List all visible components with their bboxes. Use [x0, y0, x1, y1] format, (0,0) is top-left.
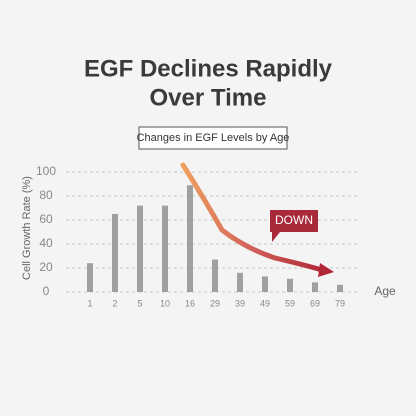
subtitle-box — [138, 126, 288, 150]
x-tick-label: 16 — [185, 298, 195, 308]
annotation: DOWN — [275, 213, 313, 227]
bar — [137, 205, 143, 292]
bar — [162, 205, 168, 292]
bar — [187, 185, 193, 292]
bar — [112, 214, 118, 292]
x-tick-label: 69 — [310, 298, 320, 308]
bar — [262, 276, 268, 292]
trend-arrowhead — [318, 263, 334, 277]
y-tick-label: 0 — [43, 284, 50, 298]
chart-title-line2: Over Time — [150, 84, 267, 111]
annotation-box — [270, 210, 318, 242]
y-tick-label: 40 — [39, 236, 53, 250]
x-tick-label: 49 — [260, 298, 270, 308]
bar — [337, 284, 343, 292]
plot-area: 0 20 40 60 80 100 1 2 5 10 16 29 39 49 59 69 79 — [36, 164, 360, 308]
x-tick-label: 10 — [160, 298, 170, 308]
y-tick-label: 60 — [39, 212, 53, 226]
trend-arrow — [180, 162, 325, 273]
x-tick-label: 79 — [335, 298, 345, 308]
y-tick-label: 20 — [39, 260, 53, 274]
x-tick-label: 1 — [87, 298, 92, 308]
subtitle: Changes in EGF Levels by Age — [137, 132, 290, 144]
bar — [212, 259, 218, 292]
bar — [287, 278, 293, 292]
y-tick-label: 80 — [39, 188, 53, 202]
x-tick-label: 2 — [112, 298, 117, 308]
y-axis-label: Cell Growth Rate (%) — [21, 176, 33, 280]
x-axis-label: Age — [374, 284, 396, 298]
bar — [312, 282, 318, 292]
y-tick-label: 100 — [36, 164, 56, 178]
x-tick-label: 59 — [285, 298, 295, 308]
x-tick-label: 29 — [210, 298, 220, 308]
x-tick-label: 39 — [235, 298, 245, 308]
bar — [87, 263, 93, 292]
x-tick-label: 5 — [137, 298, 142, 308]
chart-title: EGF Declines Rapidly — [84, 55, 333, 82]
bar — [237, 272, 243, 292]
